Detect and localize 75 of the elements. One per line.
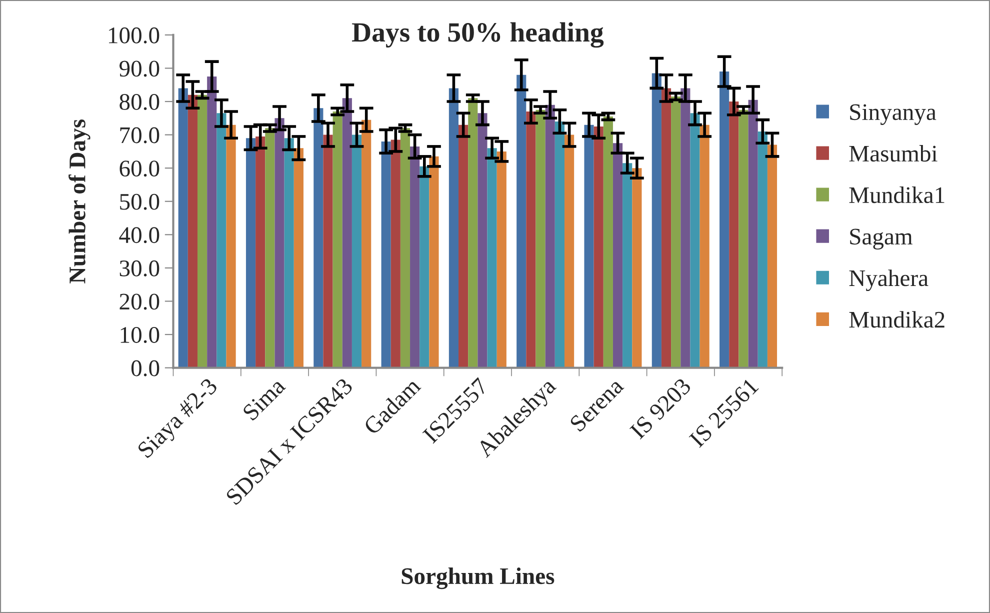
bar [584, 124, 594, 368]
bar [603, 116, 613, 368]
bar [690, 113, 700, 368]
y-tick-label: 30.0 [120, 260, 160, 276]
bar [207, 76, 217, 368]
y-tick-label: 50.0 [120, 194, 160, 210]
bar [448, 88, 459, 368]
bar [410, 146, 420, 368]
bar [536, 110, 546, 368]
y-tick-label: 70.0 [120, 127, 160, 144]
legend-label: Nyahera [849, 270, 928, 292]
bar [594, 126, 604, 368]
bar [342, 98, 352, 368]
bar [612, 143, 623, 368]
bar [720, 72, 730, 368]
bar [352, 134, 362, 368]
bar [197, 94, 208, 368]
bar [632, 168, 642, 368]
y-tick-label: 40.0 [119, 227, 160, 244]
bar [323, 134, 333, 368]
y-tick-label: 20.0 [120, 294, 160, 310]
bar [758, 131, 768, 368]
y-tick-label: 80.0 [120, 94, 160, 110]
bar [478, 113, 488, 368]
legend-label: Sinyanya [850, 104, 936, 125]
bar [458, 124, 468, 368]
legend-label: Masumbi [849, 145, 938, 162]
bar [284, 138, 294, 368]
bar [274, 118, 284, 368]
bar [622, 163, 632, 368]
y-axis-title: Number of Days [68, 120, 90, 284]
bar [178, 88, 188, 368]
legend-label: Mundika1 [849, 186, 944, 204]
bar [226, 124, 236, 368]
bar [332, 112, 342, 368]
y-tick-label: 0.0 [131, 360, 160, 376]
bar [700, 124, 710, 368]
y-tick-label: 60.0 [120, 160, 160, 177]
bar [487, 148, 497, 368]
bar [729, 102, 739, 368]
bar [246, 138, 256, 368]
bar [390, 140, 400, 368]
bar [420, 166, 430, 368]
bar [748, 100, 758, 368]
bar [256, 136, 266, 368]
x-axis-title: Sorghum Lines [402, 568, 554, 590]
x-tick-label: Sima [242, 376, 286, 422]
bar [554, 121, 564, 368]
bar [545, 104, 555, 368]
bar [468, 98, 478, 368]
bar [314, 108, 324, 368]
bar [188, 94, 198, 368]
bar [767, 144, 778, 368]
bar [680, 88, 690, 368]
y-tick-label: 100.0 [109, 27, 160, 44]
bar [496, 151, 506, 368]
bar [381, 141, 391, 368]
bar [738, 110, 748, 368]
bar [564, 134, 574, 368]
bar [400, 128, 410, 368]
bar [652, 73, 662, 368]
y-tick-label: 90.0 [119, 60, 160, 77]
bar [526, 112, 536, 368]
bar [362, 120, 372, 368]
bar [265, 128, 275, 368]
y-tick-label: 10.0 [120, 327, 160, 344]
chart-title: Days to 50% heading [352, 22, 604, 48]
bar [516, 74, 526, 368]
legend-label: Mundika2 [849, 311, 944, 328]
bar [661, 88, 672, 368]
bar [429, 156, 439, 368]
bar [671, 96, 681, 368]
bar [216, 113, 226, 368]
legend-label: Sagam [850, 228, 912, 250]
bar [294, 148, 304, 368]
